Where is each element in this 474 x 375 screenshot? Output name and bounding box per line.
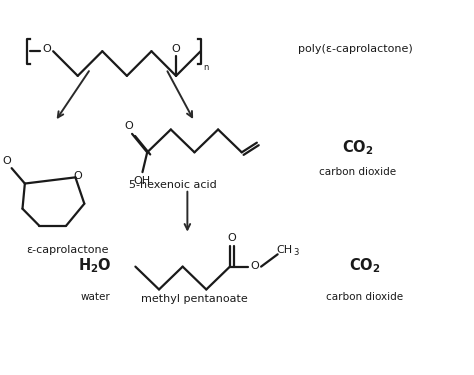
Text: carbon dioxide: carbon dioxide — [319, 167, 396, 177]
Text: O: O — [42, 45, 51, 54]
Text: water: water — [80, 292, 110, 302]
Text: O: O — [73, 171, 82, 181]
Text: O: O — [2, 156, 11, 166]
Text: O: O — [124, 121, 133, 131]
Text: O: O — [172, 44, 181, 54]
Text: $\mathbf{CO_2}$: $\mathbf{CO_2}$ — [342, 139, 373, 157]
Text: O: O — [228, 232, 236, 243]
Text: 3: 3 — [293, 248, 298, 257]
Text: carbon dioxide: carbon dioxide — [326, 292, 403, 302]
Text: ε-caprolactone: ε-caprolactone — [27, 245, 109, 255]
Text: CH: CH — [276, 245, 292, 255]
Text: methyl pentanoate: methyl pentanoate — [141, 294, 248, 304]
Text: $\mathbf{CO_2}$: $\mathbf{CO_2}$ — [349, 256, 380, 274]
Text: O: O — [250, 261, 259, 271]
Text: 5-hexenoic acid: 5-hexenoic acid — [129, 180, 217, 190]
Text: poly(ε-caprolactone): poly(ε-caprolactone) — [299, 44, 413, 54]
Text: $\mathbf{H_2O}$: $\mathbf{H_2O}$ — [78, 256, 112, 274]
Text: OH: OH — [133, 176, 150, 186]
Text: n: n — [204, 63, 209, 72]
